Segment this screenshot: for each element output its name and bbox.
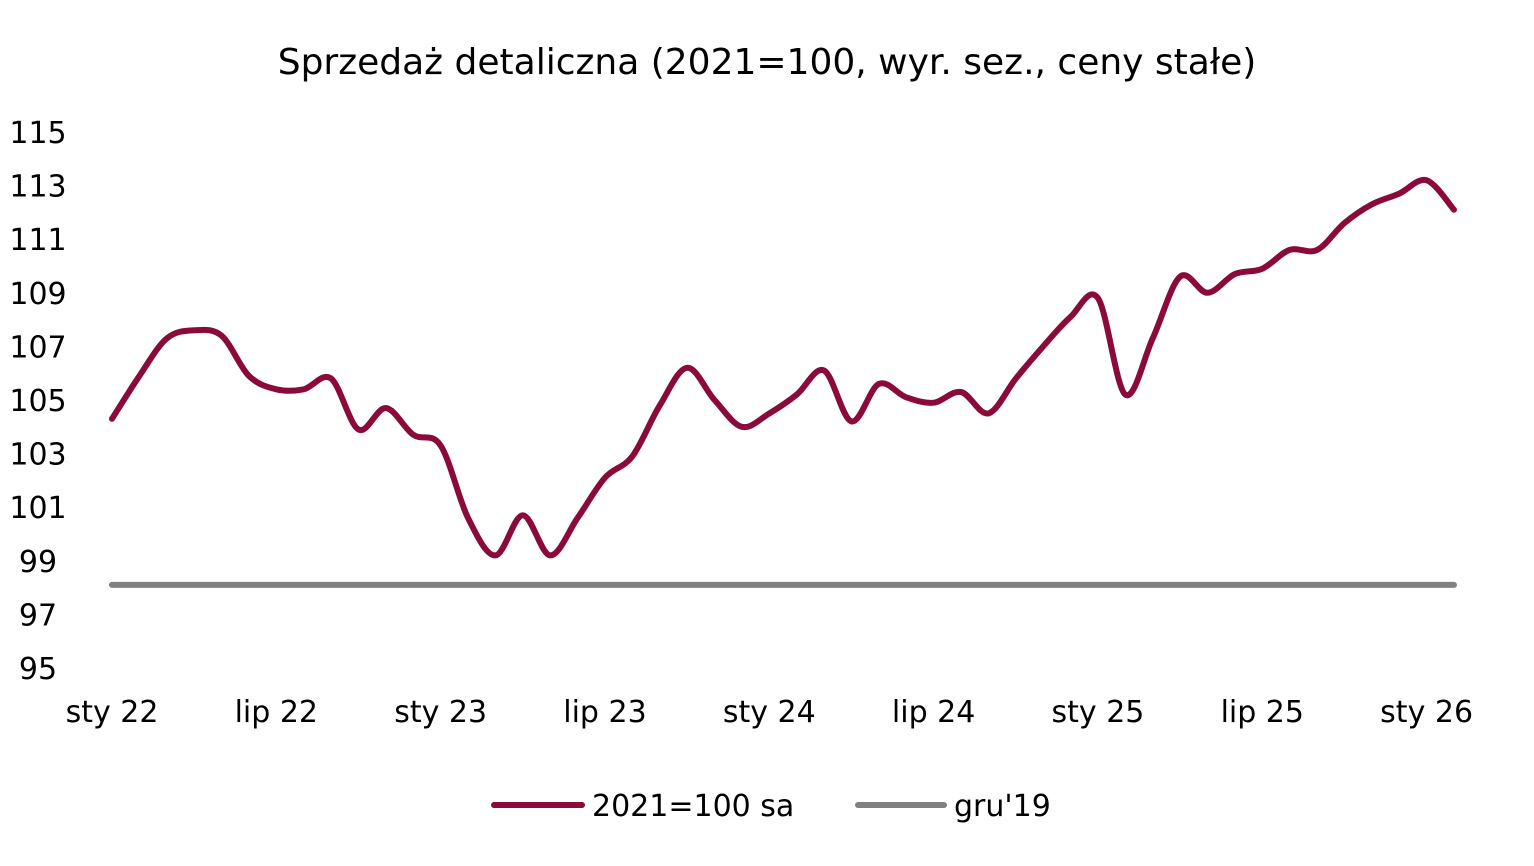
legend-item-sales-index: 2021=100 sa bbox=[491, 789, 794, 824]
x-tick-label: sty 24 bbox=[723, 695, 816, 730]
y-tick-label: 99 bbox=[19, 545, 57, 580]
x-tick-label: lip 23 bbox=[563, 695, 646, 730]
x-axis-ticks: sty 22 lip 22 sty 23 lip 23 sty 24 lip 24 sty … bbox=[66, 695, 1473, 730]
legend-item-reference-dec19: gru'19 bbox=[855, 789, 1051, 824]
x-tick-label: sty 22 bbox=[66, 695, 159, 730]
x-tick-label: lip 24 bbox=[892, 695, 975, 730]
y-tick-label: 97 bbox=[19, 598, 57, 633]
y-tick-label: 101 bbox=[9, 491, 66, 526]
y-tick-label: 103 bbox=[9, 438, 66, 473]
y-axis-ticks: 115 113 111 109 107 105 103 101 99 97 95 bbox=[9, 116, 66, 687]
y-tick-label: 109 bbox=[9, 277, 66, 312]
y-tick-label: 113 bbox=[9, 170, 66, 205]
y-tick-label: 115 bbox=[9, 116, 66, 151]
x-tick-label: sty 26 bbox=[1380, 695, 1473, 730]
y-tick-label: 111 bbox=[9, 223, 66, 258]
y-tick-label: 107 bbox=[9, 330, 66, 365]
x-tick-label: sty 25 bbox=[1052, 695, 1145, 730]
x-tick-label: lip 25 bbox=[1221, 695, 1304, 730]
legend: 2021=100 sa gru'19 bbox=[491, 789, 1051, 824]
legend-label: gru'19 bbox=[954, 789, 1051, 824]
x-tick-label: lip 22 bbox=[235, 695, 318, 730]
series-line-sales-index bbox=[109, 176, 1457, 559]
y-tick-label: 105 bbox=[9, 384, 66, 419]
y-tick-label: 95 bbox=[19, 652, 57, 687]
x-tick-label: sty 23 bbox=[394, 695, 487, 730]
chart-title: Sprzedaż detaliczna (2021=100, wyr. sez.… bbox=[278, 42, 1257, 83]
legend-label: 2021=100 sa bbox=[592, 789, 794, 824]
series-lines bbox=[109, 176, 1457, 588]
